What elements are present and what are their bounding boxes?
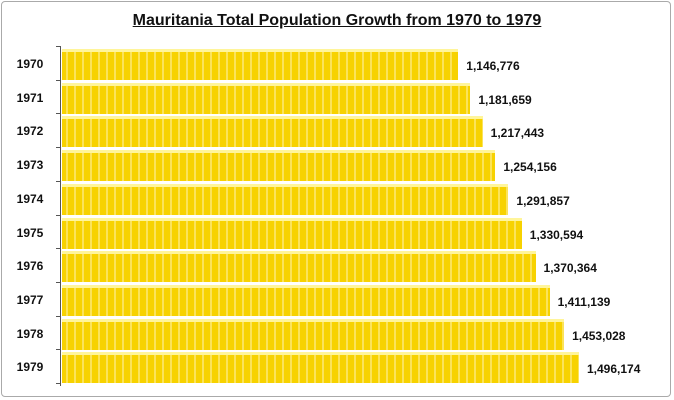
y-tick xyxy=(56,79,61,81)
bar-1979 xyxy=(62,352,579,384)
bar-1970 xyxy=(62,49,459,80)
y-axis xyxy=(60,46,61,386)
data-label: 1,453,028 xyxy=(572,328,626,343)
category-label: 1975 xyxy=(16,225,44,240)
category-label: 1977 xyxy=(16,292,44,307)
data-label: 1,181,659 xyxy=(478,92,532,107)
y-tick xyxy=(56,147,61,149)
bar-1975 xyxy=(62,217,522,249)
category-label: 1973 xyxy=(16,158,44,173)
category-label: 1970 xyxy=(16,57,44,71)
category-label: 1979 xyxy=(16,360,44,375)
y-tick xyxy=(56,281,61,283)
data-label: 1,254,156 xyxy=(503,160,557,175)
bar-1977 xyxy=(62,284,550,316)
bar-1971 xyxy=(62,82,471,114)
chart-title: Mauritania Total Population Growth from … xyxy=(132,12,542,29)
data-label: 1,411,139 xyxy=(557,294,611,309)
data-label: 1,496,174 xyxy=(587,362,641,377)
y-tick xyxy=(56,46,61,47)
y-tick xyxy=(56,180,61,182)
category-label: 1976 xyxy=(16,259,44,274)
data-label: 1,370,364 xyxy=(543,261,597,276)
category-label: 1974 xyxy=(16,191,44,206)
y-tick xyxy=(56,349,61,351)
y-tick xyxy=(56,248,61,250)
data-label: 1,146,776 xyxy=(466,59,520,73)
bar-1976 xyxy=(62,251,536,283)
y-tick xyxy=(56,315,61,317)
y-tick xyxy=(56,113,61,115)
category-label: 1972 xyxy=(16,124,44,139)
bar-1978 xyxy=(62,318,565,350)
y-tick xyxy=(56,383,61,384)
y-tick xyxy=(56,214,61,216)
data-label: 1,330,594 xyxy=(529,227,584,242)
data-label: 1,217,443 xyxy=(490,126,545,141)
bar-1974 xyxy=(62,183,509,215)
bar-1973 xyxy=(62,150,496,182)
bar-1972 xyxy=(62,116,483,148)
category-label: 1978 xyxy=(16,326,44,341)
category-label: 1971 xyxy=(16,90,44,105)
data-label: 1,291,857 xyxy=(516,193,570,208)
